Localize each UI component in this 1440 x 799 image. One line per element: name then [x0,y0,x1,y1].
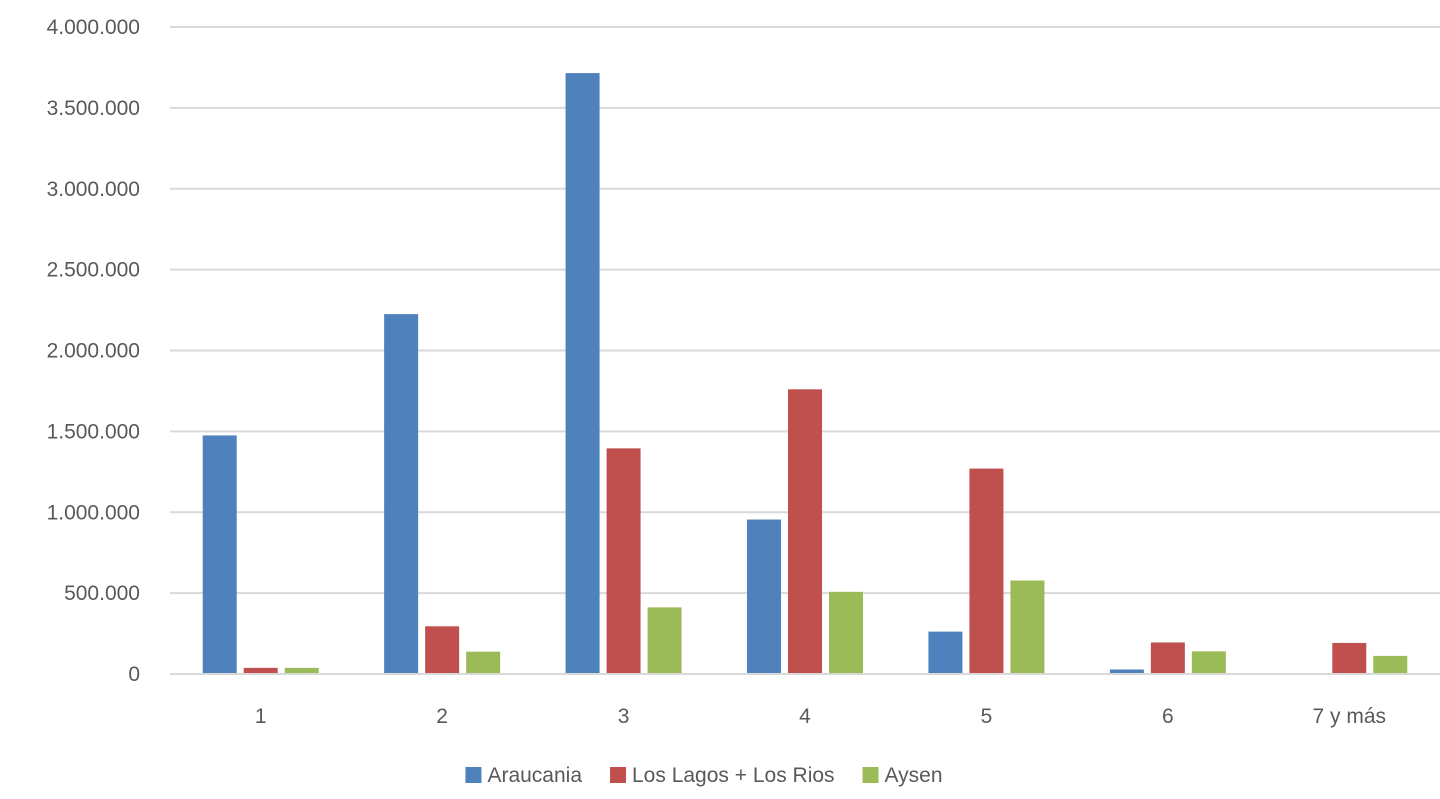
bar-1-5 [928,631,963,674]
legend: Araucania Los Lagos + Los Rios Aysen [465,764,943,787]
bar-2-2 [425,626,460,674]
x-tick-label: 5 [981,705,993,728]
bar-1-6 [1109,669,1144,674]
bar-1-3 [565,73,600,674]
bars [202,73,1408,674]
y-tick-label: 4.000.000 [47,16,140,39]
bar-2-1 [243,667,278,674]
x-tick-label: 7 y más [1313,705,1387,728]
bar-3-4 [829,591,863,674]
bar-3-7 [1373,655,1408,674]
bar-3-3 [647,607,682,674]
bar-1-1 [202,435,237,674]
bar-3-6 [1191,651,1226,674]
legend-label: Araucania [487,764,582,787]
y-tick-label: 1.000.000 [47,501,140,524]
y-axis: 0 500.000 1.000.000 1.500.000 2.000.000 2.500… [47,16,140,686]
legend-label: Los Lagos + Los Rios [632,764,835,787]
x-tick-label: 6 [1162,705,1174,728]
y-tick-label: 1.500.000 [47,420,140,443]
bar-2-7 [1332,642,1367,674]
bar-1-4 [747,519,781,674]
legend-item: Los Lagos + Los Rios [610,764,835,787]
bar-3-2 [466,651,501,674]
y-tick-label: 0 [128,663,140,686]
bar-3-1 [284,667,319,674]
bar-2-3 [606,448,641,674]
bar-2-5 [969,468,1004,674]
y-tick-label: 500.000 [64,582,140,605]
bar-2-4 [788,389,822,674]
x-tick-label: 4 [799,705,811,728]
legend-swatch [610,767,627,783]
x-axis: 1 2 3 4 5 6 7 y más [170,673,1440,728]
legend-label: Aysen [885,764,943,787]
bar-2-6 [1150,642,1185,674]
y-tick-label: 3.500.000 [47,97,140,120]
x-tick-label: 2 [436,705,448,728]
bar-1-2 [384,314,419,674]
y-tick-label: 2.000.000 [47,340,140,363]
legend-item: Aysen [862,764,943,787]
x-tick-label: 3 [618,705,630,728]
legend-swatch [465,767,482,783]
bar-3-5 [1010,580,1045,674]
legend-swatch [862,767,879,783]
y-tick-label: 2.500.000 [47,259,140,282]
y-tick-label: 3.000.000 [47,178,140,201]
x-tick-label: 1 [255,705,267,728]
legend-item: Araucania [465,764,582,787]
